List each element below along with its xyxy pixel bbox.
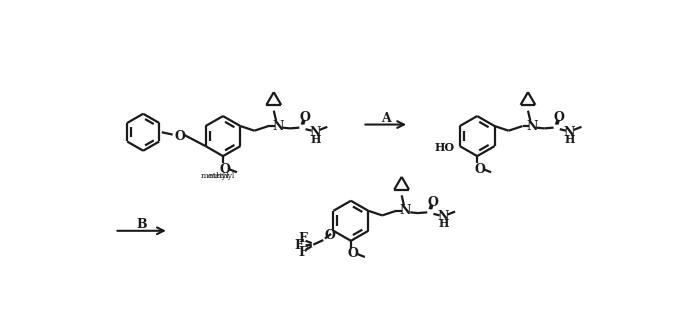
Text: N: N bbox=[309, 126, 321, 139]
Text: O: O bbox=[427, 196, 438, 209]
Text: N: N bbox=[563, 126, 575, 139]
Text: N: N bbox=[526, 120, 538, 132]
Text: O: O bbox=[554, 111, 564, 124]
Text: O: O bbox=[174, 129, 185, 142]
Text: O: O bbox=[348, 247, 359, 260]
Text: F: F bbox=[298, 232, 307, 245]
Text: O: O bbox=[324, 229, 335, 242]
Text: N: N bbox=[437, 210, 449, 223]
Text: O: O bbox=[220, 163, 231, 176]
Text: H: H bbox=[310, 134, 321, 145]
Text: HO: HO bbox=[434, 142, 454, 153]
Text: methyl: methyl bbox=[201, 172, 230, 180]
Text: N: N bbox=[272, 120, 283, 132]
Text: F: F bbox=[295, 239, 304, 252]
Text: methyl: methyl bbox=[208, 172, 235, 180]
Text: O: O bbox=[474, 163, 485, 176]
Text: H: H bbox=[565, 134, 575, 145]
Text: N: N bbox=[400, 204, 411, 217]
Text: A: A bbox=[381, 112, 391, 125]
Text: H: H bbox=[438, 218, 449, 229]
Text: O: O bbox=[299, 111, 310, 124]
Text: F: F bbox=[298, 246, 307, 259]
Text: B: B bbox=[136, 218, 147, 231]
